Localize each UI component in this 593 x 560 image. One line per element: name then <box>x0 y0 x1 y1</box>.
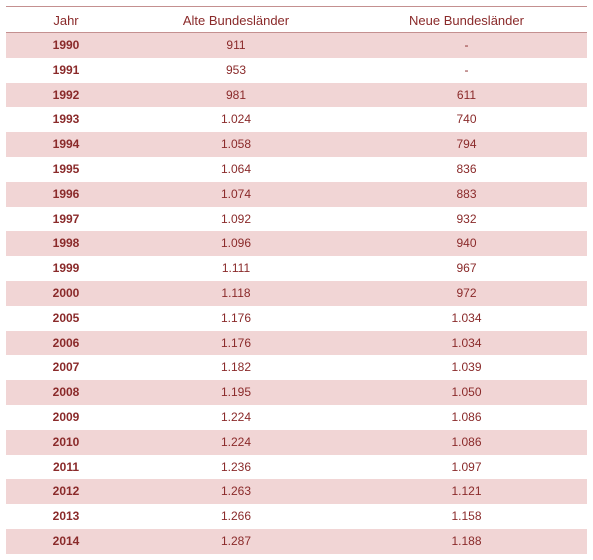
cell-neue: 972 <box>346 281 587 306</box>
cell-neue: 1.039 <box>346 355 587 380</box>
cell-year: 2008 <box>6 380 126 405</box>
table-row: 20141.2871.188 <box>6 529 587 554</box>
cell-alte: 1.074 <box>126 182 346 207</box>
cell-neue: 1.034 <box>346 331 587 356</box>
cell-alte: 1.111 <box>126 256 346 281</box>
cell-neue: 967 <box>346 256 587 281</box>
cell-alte: 911 <box>126 33 346 58</box>
cell-alte: 1.195 <box>126 380 346 405</box>
cell-neue: 883 <box>346 182 587 207</box>
cell-alte: 1.118 <box>126 281 346 306</box>
table-row: 20101.2241.086 <box>6 430 587 455</box>
cell-neue: 932 <box>346 207 587 232</box>
cell-alte: 981 <box>126 83 346 108</box>
cell-neue: 1.158 <box>346 504 587 529</box>
cell-alte: 1.176 <box>126 306 346 331</box>
cell-year: 2009 <box>6 405 126 430</box>
cell-alte: 1.224 <box>126 430 346 455</box>
cell-alte: 1.263 <box>126 479 346 504</box>
data-table: Jahr Alte Bundesländer Neue Bundesländer… <box>6 6 587 554</box>
cell-neue: 1.086 <box>346 430 587 455</box>
cell-year: 1990 <box>6 33 126 58</box>
cell-neue: - <box>346 33 587 58</box>
cell-year: 1991 <box>6 58 126 83</box>
cell-alte: 1.092 <box>126 207 346 232</box>
col-header-year: Jahr <box>6 7 126 33</box>
cell-alte: 1.236 <box>126 455 346 480</box>
cell-year: 1992 <box>6 83 126 108</box>
table-row: 1991953- <box>6 58 587 83</box>
cell-alte: 1.182 <box>126 355 346 380</box>
cell-alte: 1.287 <box>126 529 346 554</box>
cell-neue: 1.097 <box>346 455 587 480</box>
cell-neue: 740 <box>346 107 587 132</box>
cell-year: 2010 <box>6 430 126 455</box>
col-header-alte: Alte Bundesländer <box>126 7 346 33</box>
cell-year: 2006 <box>6 331 126 356</box>
cell-alte: 1.064 <box>126 157 346 182</box>
cell-year: 2012 <box>6 479 126 504</box>
table-row: 19931.024740 <box>6 107 587 132</box>
table-head: Jahr Alte Bundesländer Neue Bundesländer <box>6 7 587 33</box>
cell-neue: 611 <box>346 83 587 108</box>
cell-year: 2013 <box>6 504 126 529</box>
cell-neue: 1.050 <box>346 380 587 405</box>
cell-year: 1997 <box>6 207 126 232</box>
table-row: 20111.2361.097 <box>6 455 587 480</box>
table-row: 19951.064836 <box>6 157 587 182</box>
cell-alte: 1.024 <box>126 107 346 132</box>
table-row: 20121.2631.121 <box>6 479 587 504</box>
cell-year: 1998 <box>6 231 126 256</box>
table-row: 20071.1821.039 <box>6 355 587 380</box>
cell-year: 1993 <box>6 107 126 132</box>
cell-alte: 953 <box>126 58 346 83</box>
table-row: 19961.074883 <box>6 182 587 207</box>
cell-neue: 940 <box>346 231 587 256</box>
table-row: 20001.118972 <box>6 281 587 306</box>
cell-neue: 1.034 <box>346 306 587 331</box>
cell-year: 2014 <box>6 529 126 554</box>
cell-year: 1994 <box>6 132 126 157</box>
table-row: 19981.096940 <box>6 231 587 256</box>
cell-year: 2011 <box>6 455 126 480</box>
cell-year: 1999 <box>6 256 126 281</box>
cell-neue: 1.121 <box>346 479 587 504</box>
cell-year: 2005 <box>6 306 126 331</box>
table-row: 19971.092932 <box>6 207 587 232</box>
table-row: 19941.058794 <box>6 132 587 157</box>
table-body: 1990911-1991953-199298161119931.02474019… <box>6 33 587 554</box>
table-row: 20081.1951.050 <box>6 380 587 405</box>
cell-alte: 1.224 <box>126 405 346 430</box>
cell-neue: 1.188 <box>346 529 587 554</box>
cell-year: 1996 <box>6 182 126 207</box>
cell-neue: 794 <box>346 132 587 157</box>
table-row: 20091.2241.086 <box>6 405 587 430</box>
table-row: 19991.111967 <box>6 256 587 281</box>
cell-year: 1995 <box>6 157 126 182</box>
table-row: 1992981611 <box>6 83 587 108</box>
cell-neue: - <box>346 58 587 83</box>
cell-alte: 1.266 <box>126 504 346 529</box>
col-header-neue: Neue Bundesländer <box>346 7 587 33</box>
cell-alte: 1.096 <box>126 231 346 256</box>
cell-alte: 1.058 <box>126 132 346 157</box>
table-row: 20131.2661.158 <box>6 504 587 529</box>
table-row: 1990911- <box>6 33 587 58</box>
table-row: 20061.1761.034 <box>6 331 587 356</box>
cell-year: 2000 <box>6 281 126 306</box>
table-row: 20051.1761.034 <box>6 306 587 331</box>
cell-alte: 1.176 <box>126 331 346 356</box>
cell-year: 2007 <box>6 355 126 380</box>
cell-neue: 836 <box>346 157 587 182</box>
cell-neue: 1.086 <box>346 405 587 430</box>
